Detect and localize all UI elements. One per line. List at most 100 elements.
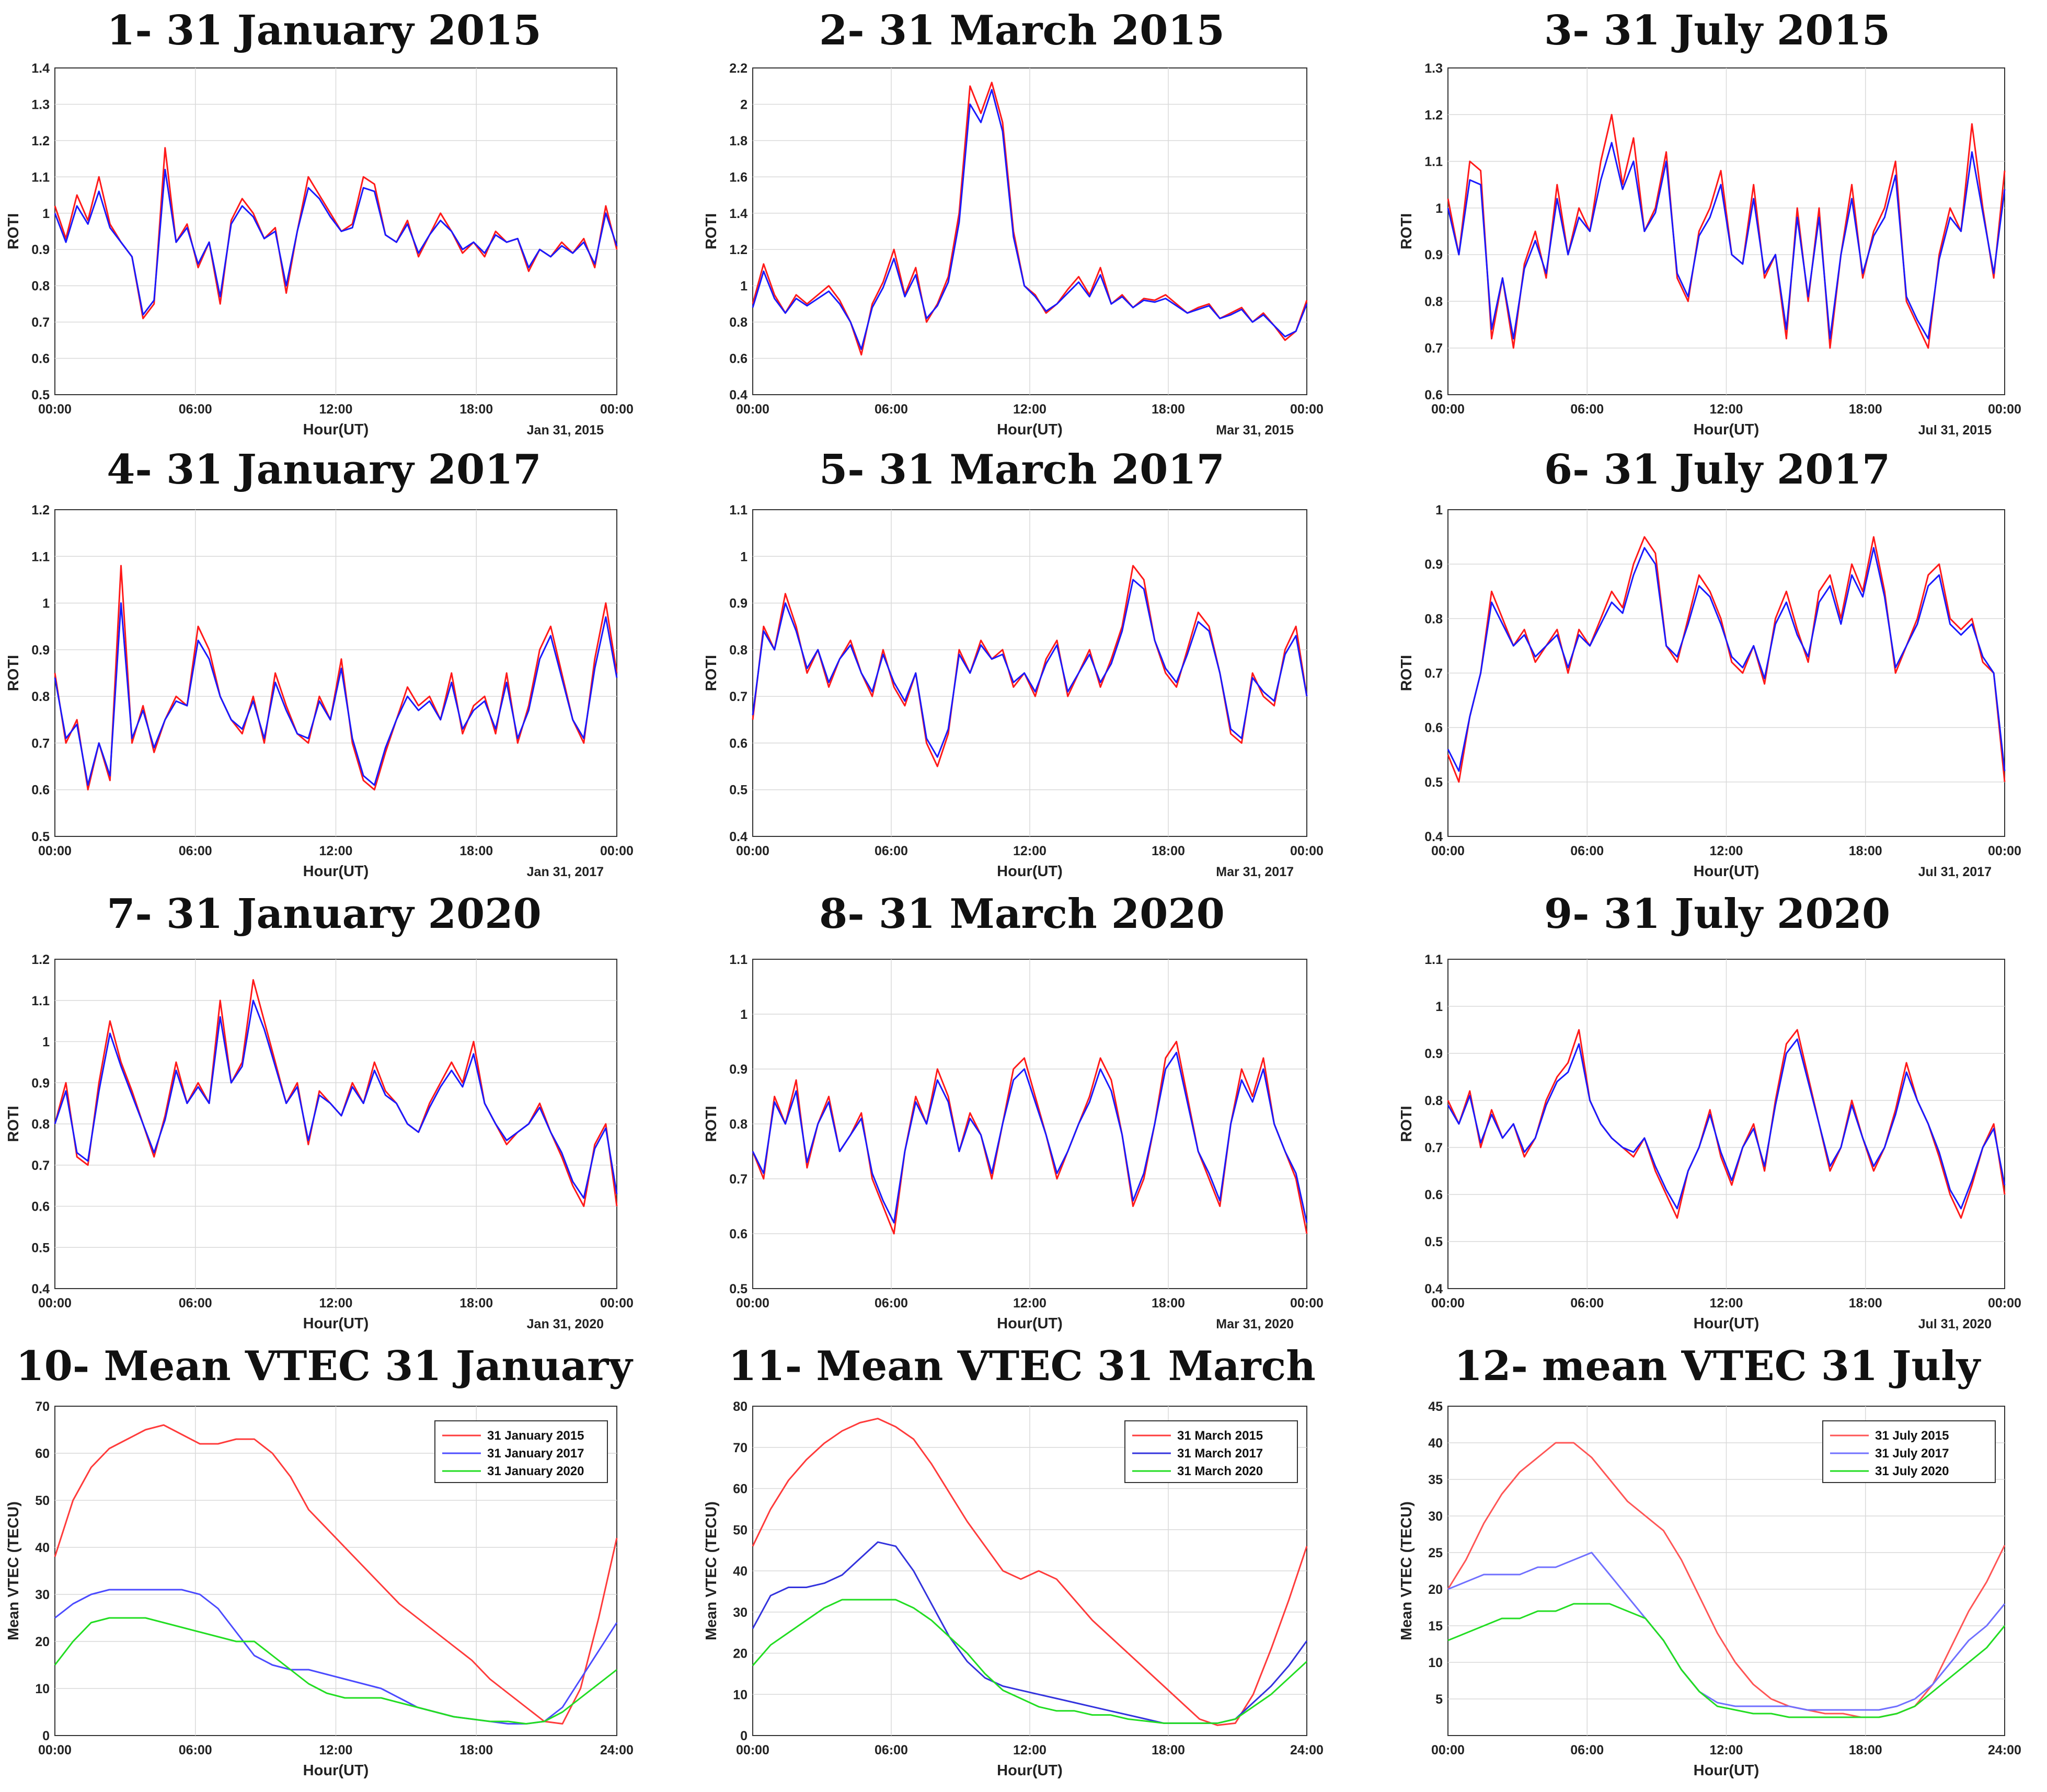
p3-title: 3- 31 July 2015 <box>1544 7 1890 54</box>
p11-xlabel: Hour(UT) <box>997 1762 1063 1779</box>
p9-xtick-label: 06:00 <box>1570 1296 1604 1311</box>
p6-ytick-label: 1 <box>1435 503 1443 518</box>
p3-xlabel: Hour(UT) <box>1694 421 1760 438</box>
p9-xtick-label: 18:00 <box>1849 1296 1882 1311</box>
p1-xtick-label: 12:00 <box>319 402 353 417</box>
p4-ylabel: ROTI <box>5 655 22 691</box>
p4-ytick-label: 0.7 <box>31 736 50 751</box>
p1-ytick-label: 1.1 <box>31 170 50 185</box>
p12-legend-entry: 31 July 2020 <box>1875 1464 1949 1478</box>
p12-legend-entry: 31 July 2017 <box>1875 1446 1949 1461</box>
p5-ytick-label: 0.4 <box>729 830 748 844</box>
p12-ytick-label: 40 <box>1428 1436 1443 1451</box>
p12-ylabel: Mean VTEC (TECU) <box>1398 1501 1415 1640</box>
p10-legend-entry: 31 January 2015 <box>487 1429 584 1443</box>
p11-ytick-label: 10 <box>733 1687 748 1702</box>
p7-title: 7- 31 January 2020 <box>107 890 542 938</box>
p6-panel: 6- 31 July 2017 0.4 0.5 0.6 0.7 0.8 0.9 1 00:00 0… <box>1398 446 2021 880</box>
p10-legend-entry: 31 January 2017 <box>487 1446 584 1461</box>
p2-ytick-label: 2 <box>740 97 748 112</box>
p2-ytick-label: 1.8 <box>729 134 748 148</box>
p11-panel: 11- Mean VTEC 31 March 0 10 20 30 40 50 60 70 80 0… <box>703 1342 1324 1779</box>
p11-ytick-label: 0 <box>740 1729 748 1743</box>
p8-xtick-label: 12:00 <box>1013 1296 1046 1311</box>
p11-legend: 31 March 2015 31 March 2017 31 March 2020 <box>1124 1420 1298 1483</box>
p2-ytick-label: 1 <box>740 279 748 294</box>
p9-xtick-label: 00:00 <box>1431 1296 1465 1311</box>
p9-series-2 <box>1447 1038 2006 1210</box>
p7-ytick-label: 1 <box>42 1035 50 1050</box>
p7-xtick-label: 18:00 <box>459 1296 493 1311</box>
p4-xlabel: Hour(UT) <box>303 863 369 880</box>
p6-ytick-label: 0.8 <box>1424 612 1443 626</box>
p4-ytick-label: 0.8 <box>31 690 50 704</box>
p4-ytick-label: 1.1 <box>31 549 50 564</box>
p11-ytick-label: 50 <box>733 1523 748 1537</box>
p7-ytick-label: 0.4 <box>31 1282 50 1296</box>
p4-xtick-label: 00:00 <box>600 844 634 858</box>
p1-ytick-label: 1.2 <box>31 134 50 148</box>
p10-xtick-label: 18:00 <box>459 1743 493 1757</box>
p1-panel: 1- 31 January 2015 0.5 0.6 0.7 0.8 0.9 1 1.1 1.2… <box>5 7 634 438</box>
p12-xtick-label: 24:00 <box>1988 1743 2021 1757</box>
p8-panel: 8- 31 March 2020 0.5 0.6 0.7 0.8 0.9 1 1.1 00:00… <box>703 890 1324 1332</box>
p2-xtick-label: 06:00 <box>875 402 908 417</box>
p7-xtick-label: 00:00 <box>600 1296 634 1311</box>
p4-ytick-label: 0.9 <box>31 643 50 658</box>
p11-xtick-label: 00:00 <box>736 1743 769 1757</box>
p8-xtick-label: 00:00 <box>1290 1296 1324 1311</box>
p1-ytick-label: 0.9 <box>31 243 50 257</box>
p9-ytick-label: 0.4 <box>1424 1282 1443 1296</box>
p10-xtick-label: 12:00 <box>319 1743 353 1757</box>
p11-xtick-label: 24:00 <box>1290 1743 1324 1757</box>
p3-xtick-label: 00:00 <box>1988 402 2021 417</box>
p8-series-2 <box>752 1052 1308 1224</box>
p9-title: 9- 31 July 2020 <box>1544 890 1890 938</box>
p8-date-label: Mar 31, 2020 <box>1216 1317 1294 1331</box>
p1-ytick-label: 0.5 <box>31 388 50 403</box>
p5-xlabel: Hour(UT) <box>997 863 1063 880</box>
p10-ytick-label: 60 <box>35 1446 50 1461</box>
p3-ytick-label: 1.2 <box>1424 108 1443 122</box>
p10-ytick-label: 50 <box>35 1494 50 1508</box>
p12-ytick-label: 25 <box>1428 1546 1443 1560</box>
p5-xtick-label: 12:00 <box>1013 844 1046 858</box>
p8-ytick-label: 1.1 <box>729 952 748 967</box>
p3-xtick-label: 00:00 <box>1431 402 1465 417</box>
p6-title: 6- 31 July 2017 <box>1544 446 1890 493</box>
p10-series-1 <box>54 1424 618 1725</box>
p4-ytick-label: 0.6 <box>31 783 50 798</box>
p8-ytick-label: 0.7 <box>729 1172 748 1187</box>
p11-ytick-label: 40 <box>733 1564 748 1579</box>
p12-series-3 <box>1447 1603 2006 1718</box>
p10-xtick-label: 06:00 <box>179 1743 212 1757</box>
p5-xtick-label: 00:00 <box>1290 844 1324 858</box>
p9-panel: 9- 31 July 2020 0.4 0.5 0.6 0.7 0.8 0.9 1 1.1 00:… <box>1398 890 2021 1332</box>
p4-xtick-label: 18:00 <box>459 844 493 858</box>
p11-legend-entry: 31 March 2020 <box>1177 1464 1263 1478</box>
p1-title: 1- 31 January 2015 <box>107 7 542 54</box>
p3-xtick-label: 18:00 <box>1849 402 1882 417</box>
p12-xlabel: Hour(UT) <box>1694 1762 1760 1779</box>
p8-ylabel: ROTI <box>703 1106 720 1142</box>
p9-ytick-label: 1 <box>1435 1000 1443 1014</box>
p7-series-2 <box>54 1000 618 1199</box>
p3-panel: 3- 31 July 2015 0.6 0.7 0.8 0.9 1 1.1 1.2 1.3 00:… <box>1398 7 2021 438</box>
p11-legend-entry: 31 March 2015 <box>1177 1429 1263 1443</box>
p3-ytick-label: 1 <box>1435 201 1443 216</box>
p11-legend-box <box>1124 1420 1298 1483</box>
p1-ytick-label: 0.6 <box>31 352 50 366</box>
p4-ytick-label: 1 <box>42 596 50 611</box>
p8-xlabel: Hour(UT) <box>997 1315 1063 1332</box>
p11-series-3 <box>752 1599 1308 1724</box>
p6-date-label: Jul 31, 2017 <box>1918 865 1992 879</box>
p10-ytick-label: 40 <box>35 1541 50 1555</box>
p8-title: 8- 31 March 2020 <box>819 890 1225 938</box>
p3-ytick-label: 0.6 <box>1424 388 1443 403</box>
p5-panel: 5- 31 March 2017 0.4 0.5 0.6 0.7 0.8 0.9 1 1.1 00… <box>703 446 1324 880</box>
p10-ylabel: Mean VTEC (TECU) <box>5 1501 22 1640</box>
p10-title: 10- Mean VTEC 31 January <box>16 1342 634 1390</box>
p6-xtick-label: 06:00 <box>1570 844 1604 858</box>
p12-ytick-label: 5 <box>1435 1692 1443 1707</box>
